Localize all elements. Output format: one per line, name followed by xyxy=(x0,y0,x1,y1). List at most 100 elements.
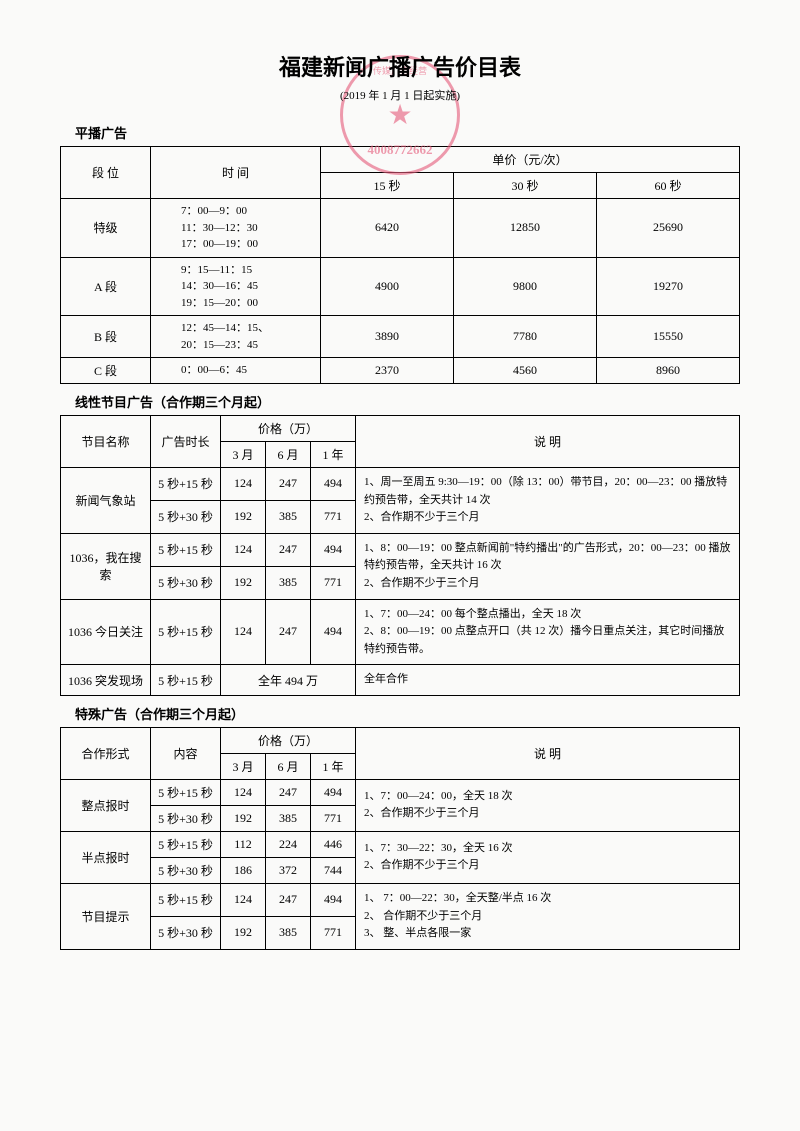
table-cell: 385 xyxy=(266,805,311,831)
table-cell: 124 xyxy=(221,468,266,501)
table-cell: 25690 xyxy=(597,199,740,258)
table-cell: 6420 xyxy=(321,199,454,258)
th-3m: 3 月 xyxy=(221,442,266,468)
table-cell: 5 秒+15 秒 xyxy=(151,883,221,916)
table-cell: C 段 xyxy=(61,358,151,384)
table-cell: 5 秒+30 秒 xyxy=(151,805,221,831)
table-cell: 446 xyxy=(311,831,356,857)
table-cell: 1036 今日关注 xyxy=(61,599,151,665)
table-cell: 12850 xyxy=(454,199,597,258)
th-desc3: 说 明 xyxy=(356,727,740,779)
table-cell: 7780 xyxy=(454,316,597,358)
table-cell: 8960 xyxy=(597,358,740,384)
table-cell: 385 xyxy=(266,566,311,599)
table-cell: 494 xyxy=(311,883,356,916)
table-cell: 192 xyxy=(221,805,266,831)
pricing-table-3: 合作形式 内容 价格（万） 说 明 3 月 6 月 1 年 整点报时5 秒+15… xyxy=(60,727,740,950)
th-content: 内容 xyxy=(151,727,221,779)
table-cell: 494 xyxy=(311,599,356,665)
table-cell: A 段 xyxy=(61,257,151,316)
table-cell: 0：00—6：45 xyxy=(151,358,321,384)
table-cell: 494 xyxy=(311,468,356,501)
pricing-table-2: 节目名称 广告时长 价格（万） 说 明 3 月 6 月 1 年 新闻气象站5 秒… xyxy=(60,415,740,696)
table-cell: 12：45—14：15、20：15—23：45 xyxy=(151,316,321,358)
table-cell: 5 秒+30 秒 xyxy=(151,566,221,599)
pricing-table-1: 段 位 时 间 单价（元/次） 15 秒 30 秒 60 秒 特级 7：00—9… xyxy=(60,146,740,384)
th-desc: 说 明 xyxy=(356,416,740,468)
table-cell: 全年合作 xyxy=(356,665,740,696)
table-cell: 771 xyxy=(311,916,356,949)
th-name: 节目名称 xyxy=(61,416,151,468)
section-label-2: 线性节目广告（合作期三个月起） xyxy=(75,392,740,411)
table-cell: 节目提示 xyxy=(61,883,151,949)
table-cell: 494 xyxy=(311,533,356,566)
table-cell: 15550 xyxy=(597,316,740,358)
stamp-phone: 4008772662 xyxy=(343,142,457,158)
table-cell: 5 秒+15 秒 xyxy=(151,533,221,566)
th-price2: 价格（万） xyxy=(221,416,356,442)
th-dur: 广告时长 xyxy=(151,416,221,468)
table-cell: 192 xyxy=(221,500,266,533)
table-cell: 4900 xyxy=(321,257,454,316)
table-cell: 124 xyxy=(221,599,266,665)
table-cell: 1、7：00—24：00，全天 18 次2、合作期不少于三个月 xyxy=(356,779,740,831)
table-cell: 224 xyxy=(266,831,311,857)
th-6m: 6 月 xyxy=(266,442,311,468)
table-cell: 192 xyxy=(221,916,266,949)
table-cell: 7：00—9：0011：30—12：3017：00—19：00 xyxy=(151,199,321,258)
table-cell: 494 xyxy=(311,779,356,805)
th-1y: 1 年 xyxy=(311,442,356,468)
table-cell: 全年 494 万 xyxy=(221,665,356,696)
th3-3m: 3 月 xyxy=(221,753,266,779)
table-cell: 1、7：30—22：30，全天 16 次2、合作期不少于三个月 xyxy=(356,831,740,883)
table-cell: 247 xyxy=(266,468,311,501)
table-cell: 771 xyxy=(311,805,356,831)
table-cell: 247 xyxy=(266,599,311,665)
table-cell: 5 秒+15 秒 xyxy=(151,468,221,501)
table-cell: 5 秒+30 秒 xyxy=(151,916,221,949)
table-cell: 2370 xyxy=(321,358,454,384)
table-cell: 5 秒+30 秒 xyxy=(151,857,221,883)
star-icon: ★ xyxy=(387,98,412,132)
table-cell: 特级 xyxy=(61,199,151,258)
th-slot: 段 位 xyxy=(61,147,151,199)
th3-1y: 1 年 xyxy=(311,753,356,779)
table-cell: 771 xyxy=(311,566,356,599)
table-cell: 744 xyxy=(311,857,356,883)
table-cell: 112 xyxy=(221,831,266,857)
th3-6m: 6 月 xyxy=(266,753,311,779)
table-cell: 整点报时 xyxy=(61,779,151,831)
table-cell: 372 xyxy=(266,857,311,883)
table-cell: 5 秒+15 秒 xyxy=(151,665,221,696)
table-cell: 1、7：00—24：00 每个整点播出，全天 18 次2、8：00—19：00 … xyxy=(356,599,740,665)
table-cell: 385 xyxy=(266,500,311,533)
table-cell: 186 xyxy=(221,857,266,883)
table-cell: 1036 突发现场 xyxy=(61,665,151,696)
table-cell: 4560 xyxy=(454,358,597,384)
table-cell: 9：15—11：1514：30—16：4519：15—20：00 xyxy=(151,257,321,316)
table-cell: 771 xyxy=(311,500,356,533)
table-cell: 124 xyxy=(221,883,266,916)
table-cell: 1、8：00—19：00 整点新闻前"特约播出"的广告形式，20：00—23：0… xyxy=(356,533,740,599)
table-cell: 5 秒+30 秒 xyxy=(151,500,221,533)
table-cell: 19270 xyxy=(597,257,740,316)
th-30s: 30 秒 xyxy=(454,173,597,199)
table-cell: 1、周一至周五 9:30—19：00（除 13：00）带节目，20：00—23：… xyxy=(356,468,740,534)
table-cell: 半点报时 xyxy=(61,831,151,883)
th-form: 合作形式 xyxy=(61,727,151,779)
page-subtitle: (2019 年 1 月 1 日起实施) xyxy=(60,87,740,103)
table-cell: 3890 xyxy=(321,316,454,358)
th-15s: 15 秒 xyxy=(321,173,454,199)
table-cell: 5 秒+15 秒 xyxy=(151,779,221,805)
table-cell: 124 xyxy=(221,533,266,566)
table-cell: 5 秒+15 秒 xyxy=(151,831,221,857)
table-cell: 1036，我在搜索 xyxy=(61,533,151,599)
table-cell: 124 xyxy=(221,779,266,805)
table-cell: 247 xyxy=(266,779,311,805)
table-cell: 9800 xyxy=(454,257,597,316)
table-cell: 247 xyxy=(266,883,311,916)
table-cell: 385 xyxy=(266,916,311,949)
th-time: 时 间 xyxy=(151,147,321,199)
th-60s: 60 秒 xyxy=(597,173,740,199)
table-cell: 5 秒+15 秒 xyxy=(151,599,221,665)
